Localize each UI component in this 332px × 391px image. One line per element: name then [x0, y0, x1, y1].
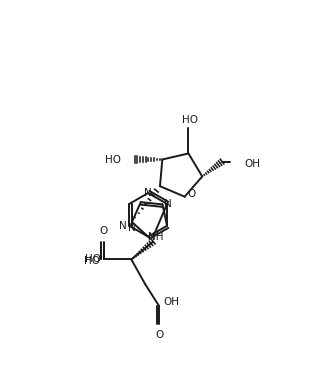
- Text: NH: NH: [148, 231, 164, 242]
- Text: O: O: [100, 226, 108, 236]
- Text: HO: HO: [105, 156, 121, 165]
- Text: N: N: [119, 221, 126, 231]
- Text: N: N: [128, 223, 136, 233]
- Text: O: O: [155, 330, 163, 340]
- Text: N: N: [164, 199, 172, 210]
- Text: O: O: [188, 189, 196, 199]
- Text: HO: HO: [84, 256, 100, 266]
- Text: N: N: [144, 188, 152, 198]
- Text: HO: HO: [85, 255, 101, 264]
- Text: HO: HO: [183, 115, 199, 125]
- Text: OH: OH: [163, 297, 179, 307]
- Text: OH: OH: [244, 159, 260, 169]
